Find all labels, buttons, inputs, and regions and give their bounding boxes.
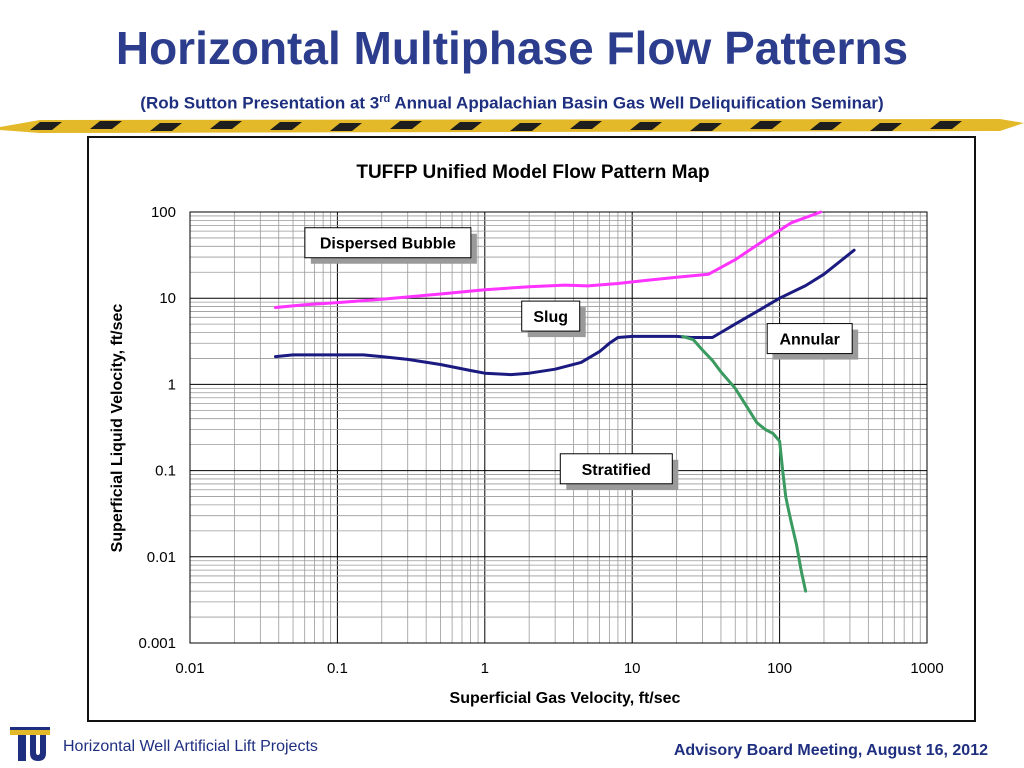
- y-tick-label: 1: [168, 376, 176, 393]
- series-line-1: [274, 210, 823, 309]
- y-tick-label: 0.1: [155, 463, 176, 480]
- slide-title: Horizontal Multiphase Flow Patterns: [115, 22, 909, 74]
- tu-logo: [10, 727, 50, 761]
- grid-layer: [189, 212, 927, 644]
- x-tick-label: 1: [481, 660, 489, 677]
- caution-ribbon-divider: [0, 119, 1024, 133]
- y-tick-label: 100: [151, 204, 176, 221]
- series-layer: [274, 210, 856, 593]
- x-tick-label: 0.01: [175, 660, 204, 677]
- footer-left-text: Horizontal Well Artificial Lift Projects: [63, 738, 318, 755]
- y-axis-label: Superficial Liquid Velocity, ft/sec: [109, 304, 126, 553]
- subtitle-part-2: Annual Appalachian Basin Gas Well Deliqu…: [390, 93, 884, 113]
- x-tick-label: 0.1: [327, 660, 348, 677]
- y-tick-label: 0.01: [147, 549, 176, 566]
- series-line-3: [681, 334, 808, 593]
- x-tick-label: 10: [624, 660, 641, 677]
- chart-title: TUFFP Unified Model Flow Pattern Map: [356, 162, 709, 183]
- x-tick-label: 1000: [910, 660, 943, 677]
- flow-pattern-chart: 0.01 0.1 1 10 100 1000 0.001 0.01 0.1 1 10 100 Disp…: [109, 162, 944, 707]
- annotation-box: [304, 227, 472, 259]
- x-tick-label: 100: [767, 660, 792, 677]
- annotation-box: [766, 323, 853, 355]
- y-tick-label: 10: [159, 290, 176, 307]
- footer-right-text: Advisory Board Meeting, August 16, 2012: [673, 742, 988, 759]
- annotation-label: Stratified: [582, 462, 651, 479]
- annotation-label: Annular: [779, 332, 839, 349]
- x-axis-label: Superficial Gas Velocity, ft/sec: [450, 690, 681, 707]
- y-tick-label: 0.001: [138, 635, 176, 652]
- subtitle-superscript: rd: [379, 93, 391, 105]
- annotation-box: [521, 300, 581, 332]
- annotation-box: [559, 453, 673, 485]
- subtitle-part-1: (Rob Sutton Presentation at 3: [140, 93, 380, 113]
- slide-subtitle: (Rob Sutton Presentation at 3rd Annual A…: [0, 88, 1024, 115]
- axes-layer: 0.01 0.1 1 10 100 1000 0.001 0.01 0.1 1 10 100: [138, 204, 943, 677]
- chart-frame: 0.01 0.1 1 10 100 1000 0.001 0.01 0.1 1 10 100 Disp…: [87, 136, 976, 722]
- label-layer: Dispersed Bubble Slug Annular Stratified: [304, 227, 859, 490]
- plot-area-border: [189, 211, 928, 644]
- series-line-2: [274, 248, 856, 377]
- annotation-label: Slug: [533, 309, 568, 326]
- annotation-label: Dispersed Bubble: [320, 236, 456, 253]
